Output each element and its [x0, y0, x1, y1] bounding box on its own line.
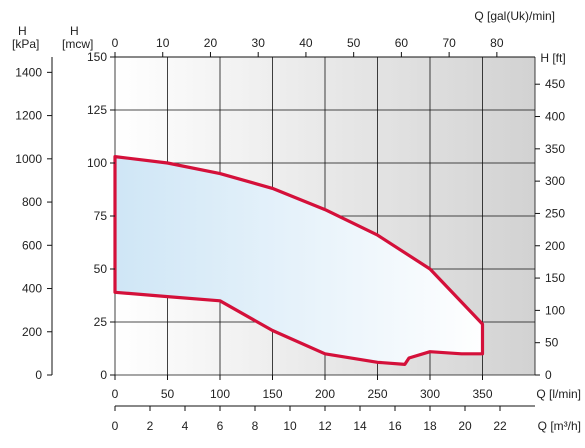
- tick-label-galuk: 0: [112, 36, 119, 50]
- axes: [47, 52, 540, 411]
- tick-label-m3h: 4: [182, 419, 189, 433]
- axis-title-lmin: Q [l/min]: [536, 387, 581, 401]
- tick-label-kpa: 400: [22, 282, 42, 296]
- tick-label-lmin: 300: [420, 387, 440, 401]
- axis-labels: 0255075100125150020040060080010001200140…: [12, 9, 581, 433]
- tick-label-ft: 0: [545, 368, 552, 382]
- tick-label-kpa: 1400: [15, 65, 42, 79]
- tick-label-lmin: 0: [112, 387, 119, 401]
- axis-title-ft: H [ft]: [540, 51, 565, 65]
- tick-label-ft: 350: [545, 142, 565, 156]
- tick-label-ft: 50: [545, 336, 559, 350]
- axis-title-mcw: H: [70, 24, 79, 38]
- tick-label-m3h: 2: [147, 419, 154, 433]
- tick-label-lmin: 150: [262, 387, 282, 401]
- tick-label-m3h: 10: [283, 419, 297, 433]
- tick-label-m3h: 14: [353, 419, 367, 433]
- tick-label-lmin: 200: [315, 387, 335, 401]
- tick-label-kpa: 1000: [15, 152, 42, 166]
- axis-title-kpa: H: [18, 24, 27, 38]
- operating-region: [113, 155, 485, 366]
- tick-label-kpa: 1200: [15, 109, 42, 123]
- tick-label-mcw: 150: [87, 50, 107, 64]
- tick-label-m3h: 8: [252, 419, 259, 433]
- tick-label-m3h: 18: [423, 419, 437, 433]
- axis-unit-mcw: [mcw]: [62, 37, 93, 51]
- tick-label-lmin: 250: [367, 387, 387, 401]
- tick-label-galuk: 80: [490, 36, 504, 50]
- tick-label-kpa: 0: [35, 368, 42, 382]
- tick-label-galuk: 40: [299, 36, 313, 50]
- tick-label-mcw: 75: [94, 209, 108, 223]
- tick-label-mcw: 125: [87, 103, 107, 117]
- axis-unit-kpa: [kPa]: [12, 37, 39, 51]
- tick-label-ft: 150: [545, 271, 565, 285]
- tick-label-mcw: 100: [87, 156, 107, 170]
- axis-title-m3h: Q [m³/h]: [538, 419, 581, 433]
- tick-label-ft: 450: [545, 77, 565, 91]
- tick-label-m3h: 20: [458, 419, 472, 433]
- tick-label-lmin: 50: [161, 387, 175, 401]
- tick-label-galuk: 50: [347, 36, 361, 50]
- tick-label-kpa: 200: [22, 325, 42, 339]
- tick-label-m3h: 6: [217, 419, 224, 433]
- axis-title-galuk: Q [gal(Uk)/min]: [474, 9, 555, 23]
- tick-label-galuk: 70: [442, 36, 456, 50]
- tick-label-mcw: 50: [94, 262, 108, 276]
- tick-label-kpa: 800: [22, 195, 42, 209]
- tick-label-galuk: 30: [252, 36, 266, 50]
- tick-label-ft: 250: [545, 206, 565, 220]
- tick-label-ft: 100: [545, 303, 565, 317]
- tick-label-galuk: 20: [204, 36, 218, 50]
- tick-label-m3h: 16: [388, 419, 402, 433]
- tick-label-m3h: 12: [318, 419, 332, 433]
- tick-label-ft: 400: [545, 110, 565, 124]
- tick-label-galuk: 60: [395, 36, 409, 50]
- tick-label-m3h: 0: [112, 419, 119, 433]
- tick-label-ft: 300: [545, 174, 565, 188]
- tick-label-ft: 200: [545, 239, 565, 253]
- tick-label-m3h: 22: [493, 419, 507, 433]
- tick-label-kpa: 600: [22, 238, 42, 252]
- tick-label-lmin: 350: [472, 387, 492, 401]
- tick-label-galuk: 10: [156, 36, 170, 50]
- tick-label-mcw: 25: [94, 315, 108, 329]
- tick-label-lmin: 100: [210, 387, 230, 401]
- tick-label-mcw: 0: [100, 368, 107, 382]
